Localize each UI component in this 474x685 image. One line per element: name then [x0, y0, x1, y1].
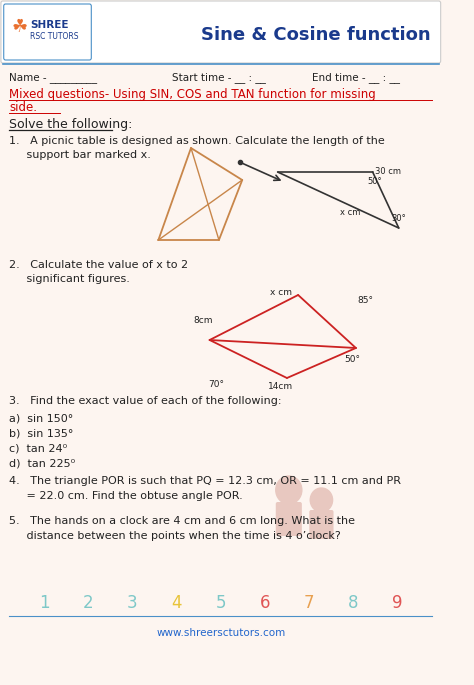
FancyBboxPatch shape [276, 502, 302, 536]
Text: 5: 5 [216, 594, 226, 612]
FancyBboxPatch shape [4, 4, 91, 60]
Text: 3: 3 [127, 594, 138, 612]
Text: 50°: 50° [345, 355, 361, 364]
Text: 85°: 85° [358, 296, 374, 305]
FancyBboxPatch shape [310, 510, 334, 539]
Circle shape [310, 488, 333, 512]
FancyBboxPatch shape [1, 1, 441, 63]
Text: a)  sin 150°: a) sin 150° [9, 413, 73, 423]
Text: 2: 2 [83, 594, 94, 612]
Text: 9: 9 [392, 594, 403, 612]
Text: significant figures.: significant figures. [9, 274, 130, 284]
Text: 8cm: 8cm [194, 316, 213, 325]
Text: side.: side. [9, 101, 37, 114]
Text: 8: 8 [348, 594, 358, 612]
Text: 14cm: 14cm [268, 382, 293, 391]
Text: Start time - __ : __: Start time - __ : __ [173, 72, 266, 83]
Text: End time - __ : __: End time - __ : __ [312, 72, 400, 83]
Text: SHREE: SHREE [30, 20, 68, 30]
Text: 70°: 70° [209, 380, 225, 389]
Text: RSC TUTORS: RSC TUTORS [30, 32, 78, 41]
Text: 1.   A picnic table is designed as shown. Calculate the length of the: 1. A picnic table is designed as shown. … [9, 136, 385, 146]
Text: 4: 4 [172, 594, 182, 612]
Text: Solve the following:: Solve the following: [9, 118, 133, 131]
Text: Sine & Cosine function: Sine & Cosine function [201, 26, 430, 44]
Text: www.shreersctutors.com: www.shreersctutors.com [156, 628, 285, 638]
Text: ☘: ☘ [11, 18, 27, 36]
Text: 1: 1 [39, 594, 49, 612]
Text: 5.   The hands on a clock are 4 cm and 6 cm long. What is the: 5. The hands on a clock are 4 cm and 6 c… [9, 516, 356, 526]
Text: distance between the points when the time is 4 o’clock?: distance between the points when the tim… [9, 531, 341, 541]
Text: c)  tan 24⁰: c) tan 24⁰ [9, 443, 67, 453]
Text: 7: 7 [304, 594, 314, 612]
Text: 3.   Find the exact value of each of the following:: 3. Find the exact value of each of the f… [9, 396, 282, 406]
Text: Mixed questions- Using SIN, COS and TAN function for missing: Mixed questions- Using SIN, COS and TAN … [9, 88, 376, 101]
Text: d)  tan 225⁰: d) tan 225⁰ [9, 458, 75, 468]
Text: 6: 6 [260, 594, 270, 612]
Text: x cm: x cm [340, 208, 360, 217]
Circle shape [276, 476, 302, 504]
Text: b)  sin 135°: b) sin 135° [9, 428, 73, 438]
Text: 50°: 50° [367, 177, 382, 186]
Text: x cm: x cm [270, 288, 292, 297]
Text: = 22.0 cm. Find the obtuse angle POR.: = 22.0 cm. Find the obtuse angle POR. [9, 491, 243, 501]
Text: 30 cm: 30 cm [375, 167, 401, 176]
Text: support bar marked x.: support bar marked x. [9, 150, 151, 160]
Text: Name - _________: Name - _________ [9, 72, 98, 83]
Text: 30°: 30° [392, 214, 406, 223]
Text: 4.   The triangle POR is such that PQ = 12.3 cm, OR = 11.1 cm and PR: 4. The triangle POR is such that PQ = 12… [9, 476, 401, 486]
Text: 2.   Calculate the value of x to 2: 2. Calculate the value of x to 2 [9, 260, 189, 270]
